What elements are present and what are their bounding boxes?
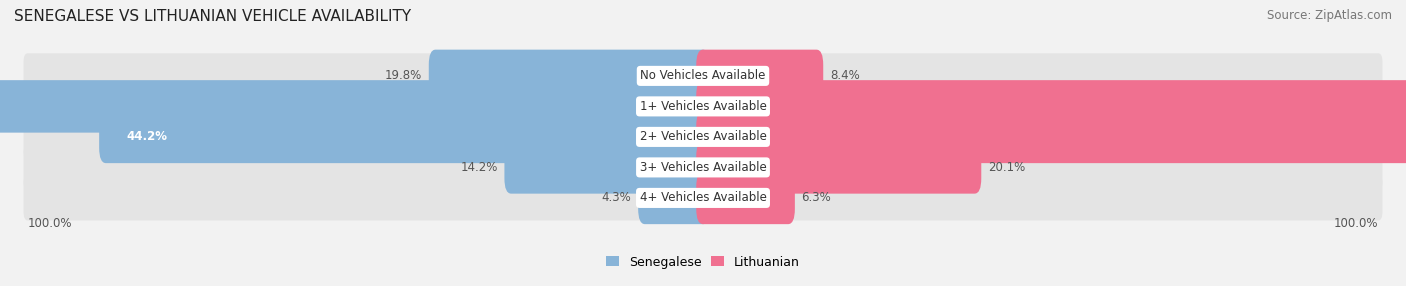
FancyBboxPatch shape [24, 53, 1382, 98]
Text: No Vehicles Available: No Vehicles Available [640, 69, 766, 82]
FancyBboxPatch shape [100, 111, 710, 163]
FancyBboxPatch shape [24, 175, 1382, 221]
FancyBboxPatch shape [696, 111, 1406, 163]
Text: 2+ Vehicles Available: 2+ Vehicles Available [640, 130, 766, 143]
FancyBboxPatch shape [429, 50, 710, 102]
FancyBboxPatch shape [505, 141, 710, 194]
FancyBboxPatch shape [696, 172, 794, 224]
FancyBboxPatch shape [24, 145, 1382, 190]
Text: 100.0%: 100.0% [1334, 217, 1378, 230]
Text: 20.1%: 20.1% [988, 161, 1025, 174]
Text: 19.8%: 19.8% [385, 69, 422, 82]
FancyBboxPatch shape [24, 114, 1382, 160]
Text: SENEGALESE VS LITHUANIAN VEHICLE AVAILABILITY: SENEGALESE VS LITHUANIAN VEHICLE AVAILAB… [14, 9, 411, 23]
Text: 4+ Vehicles Available: 4+ Vehicles Available [640, 191, 766, 204]
Text: 100.0%: 100.0% [28, 217, 72, 230]
Text: 1+ Vehicles Available: 1+ Vehicles Available [640, 100, 766, 113]
Text: 14.2%: 14.2% [460, 161, 498, 174]
FancyBboxPatch shape [0, 80, 710, 133]
FancyBboxPatch shape [696, 80, 1406, 133]
Text: 4.3%: 4.3% [602, 191, 631, 204]
Text: 6.3%: 6.3% [801, 191, 831, 204]
Text: 44.2%: 44.2% [127, 130, 167, 143]
Text: 8.4%: 8.4% [830, 69, 859, 82]
FancyBboxPatch shape [638, 172, 710, 224]
FancyBboxPatch shape [696, 141, 981, 194]
Text: Source: ZipAtlas.com: Source: ZipAtlas.com [1267, 9, 1392, 21]
FancyBboxPatch shape [24, 84, 1382, 129]
Legend: Senegalese, Lithuanian: Senegalese, Lithuanian [606, 255, 800, 269]
Text: 3+ Vehicles Available: 3+ Vehicles Available [640, 161, 766, 174]
FancyBboxPatch shape [696, 50, 824, 102]
